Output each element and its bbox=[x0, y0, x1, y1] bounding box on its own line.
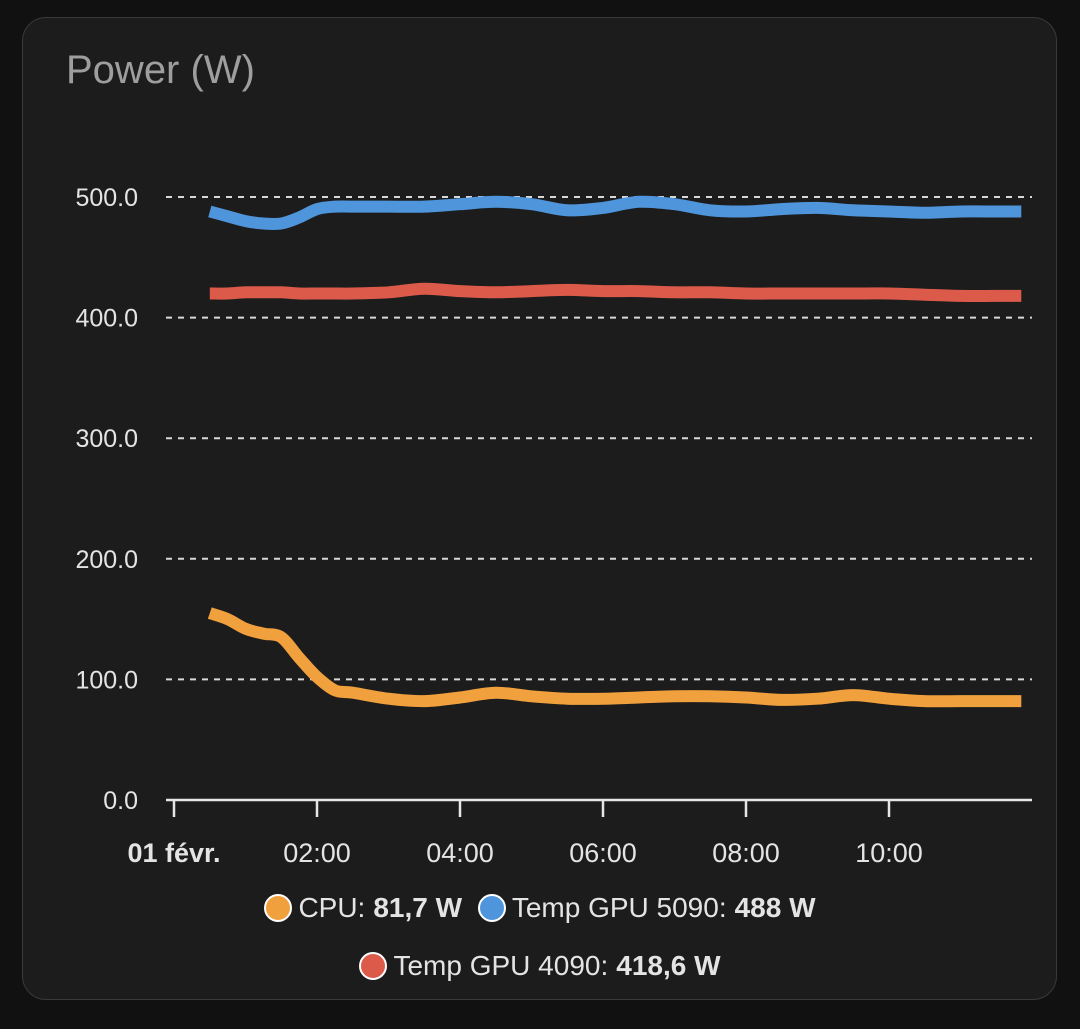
legend-swatch-gpu5090 bbox=[477, 894, 506, 922]
series-line-cpu[interactable] bbox=[207, 607, 1022, 708]
legend-swatch-cpu bbox=[264, 894, 293, 922]
legend-swatch-gpu4090 bbox=[359, 952, 388, 980]
x-tick-label: 10:00 bbox=[855, 838, 923, 868]
legend-label-gpu4090: Temp GPU 4090: bbox=[393, 950, 609, 981]
x-tick-label: 01 févr. bbox=[127, 838, 220, 868]
chart-card bbox=[22, 17, 1057, 1000]
y-tick-label: 400.0 bbox=[75, 305, 138, 333]
x-tick-label: 04:00 bbox=[426, 838, 494, 868]
y-axis-tick-labels: 0.0 100.0 200.0 300.0 400.0 500.0 bbox=[75, 184, 138, 815]
legend-item-gpu4090[interactable]: Temp GPU 4090: 418,6 W bbox=[359, 950, 721, 982]
legend-item-cpu[interactable]: CPU: 81,7 W bbox=[264, 892, 462, 924]
y-tick-label: 500.0 bbox=[75, 184, 138, 212]
y-tick-label: 300.0 bbox=[75, 425, 138, 453]
series-lines bbox=[207, 195, 1022, 708]
grid-lines bbox=[166, 196, 1032, 681]
y-tick-label: 0.0 bbox=[103, 787, 138, 815]
x-axis: 01 févr. 02:00 04:00 06:00 08:00 10:00 bbox=[127, 798, 1032, 868]
series-line-temp-gpu-4090[interactable] bbox=[209, 282, 1022, 302]
legend-item-gpu5090[interactable]: Temp GPU 5090: 488 W bbox=[477, 892, 816, 924]
legend-value-gpu4090: 418,6 W bbox=[616, 950, 721, 981]
x-tick-label: 06:00 bbox=[569, 838, 637, 868]
y-tick-label: 100.0 bbox=[75, 666, 138, 694]
x-tick-label: 02:00 bbox=[283, 838, 351, 868]
legend-row-2: Temp GPU 4090: 418,6 W bbox=[0, 950, 1080, 987]
x-tick-label: 08:00 bbox=[712, 838, 780, 868]
card-title: Power (W) bbox=[66, 48, 255, 92]
legend-row-1: CPU: 81,7 W Temp GPU 5090: 488 W bbox=[0, 892, 1080, 929]
series-line-temp-gpu-5090[interactable] bbox=[208, 195, 1022, 231]
y-tick-label: 200.0 bbox=[75, 546, 138, 574]
legend-value-gpu5090: 488 W bbox=[734, 892, 816, 923]
legend-label-cpu: CPU: bbox=[298, 892, 366, 923]
legend-value-cpu: 81,7 W bbox=[373, 892, 463, 923]
legend-label-gpu5090: Temp GPU 5090: bbox=[511, 892, 727, 923]
